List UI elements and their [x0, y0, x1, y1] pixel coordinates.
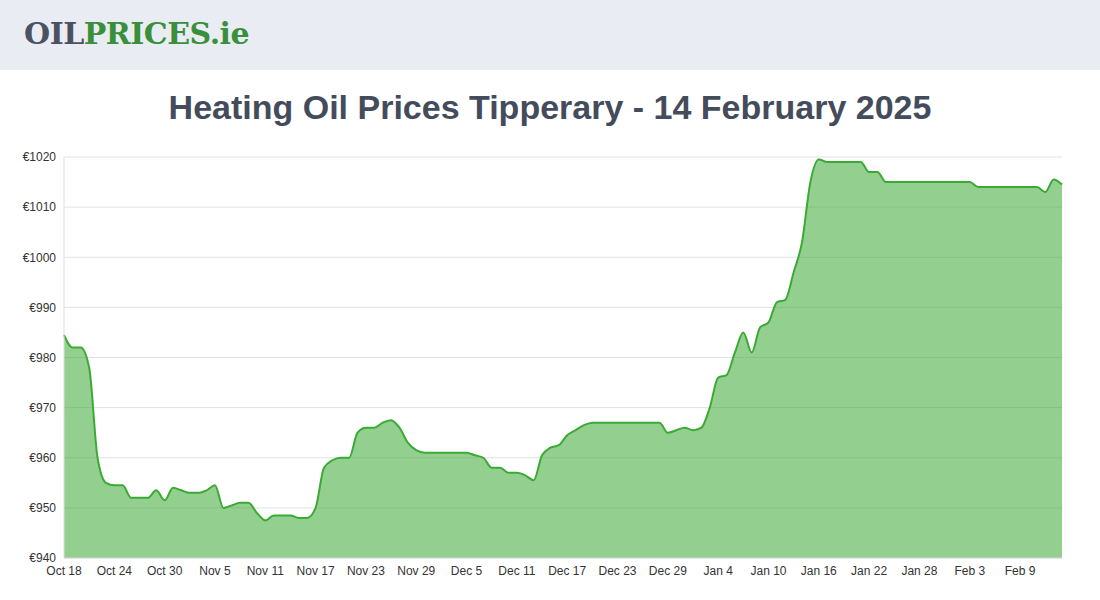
svg-text:Nov 5: Nov 5 — [199, 564, 231, 578]
svg-text:€970: €970 — [29, 401, 56, 415]
html-text:OIL PRICES.ie: OIL PRICES.ie — [24, 16, 250, 51]
svg-text:Nov 23: Nov 23 — [347, 564, 385, 578]
svg-text:€980: €980 — [29, 351, 56, 365]
svg-text:€990: €990 — [29, 301, 56, 315]
svg-text:€1010: €1010 — [23, 200, 57, 214]
svg-text:Jan 4: Jan 4 — [703, 564, 733, 578]
svg-text:€1020: €1020 — [23, 150, 57, 164]
svg-text:Nov 11: Nov 11 — [247, 564, 284, 578]
svg-text:€950: €950 — [29, 501, 56, 515]
svg-text:€940: €940 — [29, 551, 56, 565]
svg-text:Jan 16: Jan 16 — [801, 564, 837, 578]
svg-text:Dec 17: Dec 17 — [548, 564, 586, 578]
svg-text:€1000: €1000 — [23, 251, 57, 265]
svg-text:Dec 29: Dec 29 — [649, 564, 687, 578]
svg-text:Nov 17: Nov 17 — [297, 564, 335, 578]
svg-text:€960: €960 — [29, 451, 56, 465]
svg-text:Dec 11: Dec 11 — [498, 564, 535, 578]
html-text:Heating Oil Prices Tipperary -: Heating Oil Prices Tipperary - 14 Februa… — [168, 88, 932, 126]
svg-text:Feb 9: Feb 9 — [1005, 564, 1036, 578]
svg-text:Feb 3: Feb 3 — [954, 564, 985, 578]
svg-text:Dec 5: Dec 5 — [451, 564, 483, 578]
svg-text:Dec 23: Dec 23 — [598, 564, 636, 578]
svg-text:Oct 30: Oct 30 — [147, 564, 183, 578]
svg-text:Oct 24: Oct 24 — [97, 564, 133, 578]
svg-text:Oct 18: Oct 18 — [46, 564, 82, 578]
svg-text:Jan 28: Jan 28 — [901, 564, 937, 578]
svg-text:Jan 10: Jan 10 — [750, 564, 786, 578]
svg-text:Nov 29: Nov 29 — [397, 564, 435, 578]
svg-text:Jan 22: Jan 22 — [851, 564, 887, 578]
